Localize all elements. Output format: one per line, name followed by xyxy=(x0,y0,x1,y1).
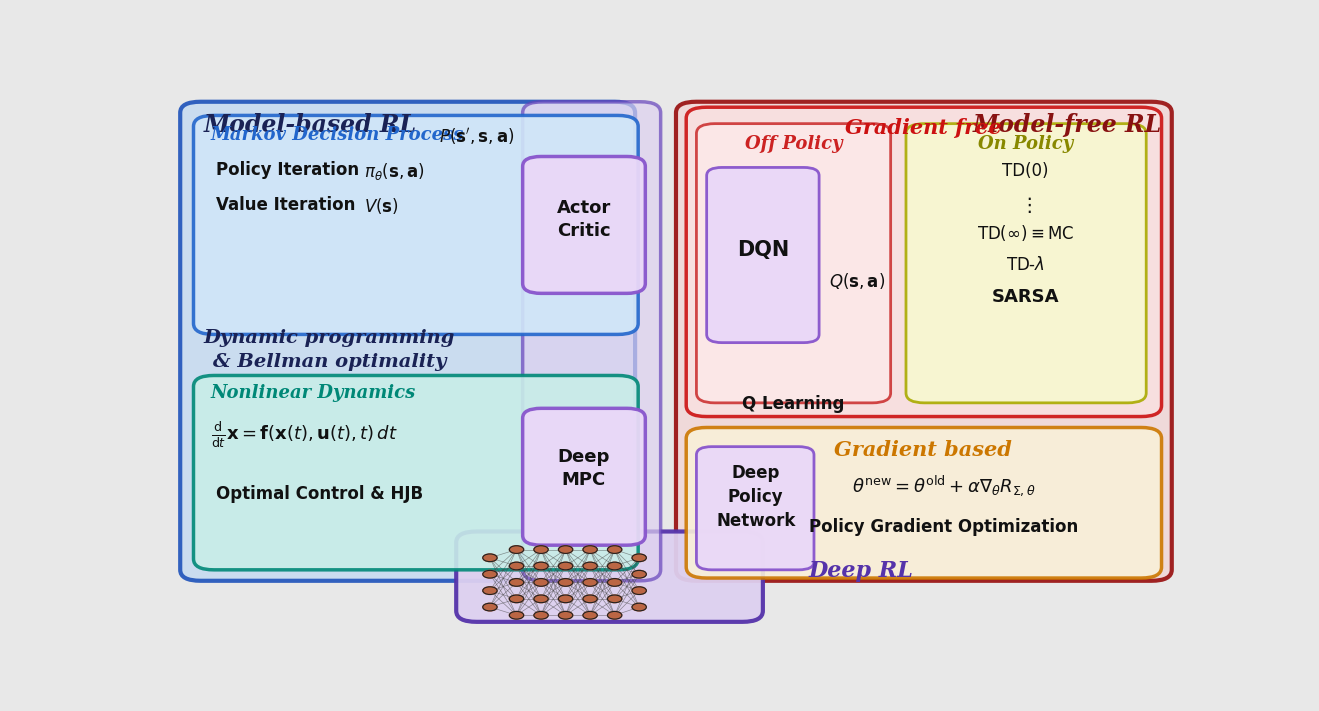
Text: Q Learning: Q Learning xyxy=(743,395,844,412)
Circle shape xyxy=(534,579,549,587)
Text: $Q(\mathbf{s}, \mathbf{a})$: $Q(\mathbf{s}, \mathbf{a})$ xyxy=(830,272,885,292)
Text: $\frac{\mathrm{d}}{\mathrm{d}t}\mathbf{x} = \mathbf{f}(\mathbf{x}(t), \mathbf{u}: $\frac{\mathrm{d}}{\mathrm{d}t}\mathbf{x… xyxy=(211,420,398,450)
Circle shape xyxy=(583,562,598,570)
FancyBboxPatch shape xyxy=(677,102,1171,581)
Circle shape xyxy=(483,603,497,611)
Text: Model-based RL: Model-based RL xyxy=(203,113,417,137)
Text: Dynamic programming
& Bellman optimality: Dynamic programming & Bellman optimality xyxy=(203,329,455,370)
Circle shape xyxy=(534,595,549,603)
Circle shape xyxy=(608,611,621,619)
Text: $\vdots$: $\vdots$ xyxy=(1020,195,1031,215)
Circle shape xyxy=(483,587,497,594)
Circle shape xyxy=(534,546,549,553)
Circle shape xyxy=(509,562,524,570)
Text: Policy Iteration: Policy Iteration xyxy=(216,161,359,179)
Circle shape xyxy=(583,546,598,553)
Circle shape xyxy=(534,562,549,570)
Text: $\pi_\theta(\mathbf{s}, \mathbf{a})$: $\pi_\theta(\mathbf{s}, \mathbf{a})$ xyxy=(364,161,425,182)
Circle shape xyxy=(534,611,549,619)
Circle shape xyxy=(608,579,621,587)
Text: Gradient based: Gradient based xyxy=(835,440,1012,460)
FancyBboxPatch shape xyxy=(686,427,1162,578)
Text: $\mathrm{TD}(\infty)\equiv\mathrm{MC}$: $\mathrm{TD}(\infty)\equiv\mathrm{MC}$ xyxy=(977,223,1074,243)
FancyBboxPatch shape xyxy=(194,115,638,334)
Circle shape xyxy=(509,546,524,553)
Circle shape xyxy=(509,611,524,619)
Text: $\theta^{\mathrm{new}} = \theta^{\mathrm{old}} + \alpha\nabla_\theta R_{\Sigma,\: $\theta^{\mathrm{new}} = \theta^{\mathrm… xyxy=(852,473,1035,498)
Text: $P(\mathbf{s}', \mathbf{s}, \mathbf{a})$: $P(\mathbf{s}', \mathbf{s}, \mathbf{a})$ xyxy=(439,127,514,147)
Text: Deep RL: Deep RL xyxy=(809,560,914,582)
Circle shape xyxy=(509,595,524,603)
Circle shape xyxy=(632,587,646,594)
Circle shape xyxy=(483,554,497,562)
FancyBboxPatch shape xyxy=(522,102,661,581)
Circle shape xyxy=(632,603,646,611)
Circle shape xyxy=(558,546,572,553)
Text: SARSA: SARSA xyxy=(992,288,1059,306)
FancyBboxPatch shape xyxy=(696,124,890,403)
Circle shape xyxy=(558,579,572,587)
FancyBboxPatch shape xyxy=(456,532,762,622)
FancyBboxPatch shape xyxy=(686,107,1162,417)
Circle shape xyxy=(558,611,572,619)
Circle shape xyxy=(558,562,572,570)
Text: Policy Gradient Optimization: Policy Gradient Optimization xyxy=(809,518,1079,536)
Text: Off Policy: Off Policy xyxy=(745,134,843,153)
Circle shape xyxy=(583,611,598,619)
Circle shape xyxy=(558,595,572,603)
Text: $V(\mathbf{s})$: $V(\mathbf{s})$ xyxy=(364,196,400,216)
Text: Optimal Control & HJB: Optimal Control & HJB xyxy=(216,485,423,503)
Circle shape xyxy=(632,570,646,578)
FancyBboxPatch shape xyxy=(181,102,636,581)
FancyBboxPatch shape xyxy=(194,375,638,570)
Text: TD-$\lambda$: TD-$\lambda$ xyxy=(1006,256,1045,274)
Text: Gradient free: Gradient free xyxy=(845,118,1001,138)
Circle shape xyxy=(608,562,621,570)
FancyBboxPatch shape xyxy=(707,168,819,343)
Text: Nonlinear Dynamics: Nonlinear Dynamics xyxy=(211,384,415,402)
Circle shape xyxy=(608,595,621,603)
Text: Markov Decision Process: Markov Decision Process xyxy=(211,127,464,144)
FancyBboxPatch shape xyxy=(696,447,814,570)
Text: DQN: DQN xyxy=(737,240,789,260)
Text: Model-free RL: Model-free RL xyxy=(972,113,1162,137)
Text: Deep
Policy
Network: Deep Policy Network xyxy=(716,464,795,530)
FancyBboxPatch shape xyxy=(522,408,645,545)
Circle shape xyxy=(608,546,621,553)
Text: Actor
Critic: Actor Critic xyxy=(557,198,611,240)
Circle shape xyxy=(632,554,646,562)
FancyBboxPatch shape xyxy=(522,156,645,294)
FancyBboxPatch shape xyxy=(906,124,1146,403)
Text: TD(0): TD(0) xyxy=(1002,162,1049,180)
Circle shape xyxy=(509,579,524,587)
Text: Deep
MPC: Deep MPC xyxy=(558,448,611,489)
Circle shape xyxy=(483,570,497,578)
Text: On Policy: On Policy xyxy=(977,134,1074,153)
Text: Value Iteration: Value Iteration xyxy=(216,196,355,214)
Circle shape xyxy=(583,579,598,587)
Circle shape xyxy=(583,595,598,603)
